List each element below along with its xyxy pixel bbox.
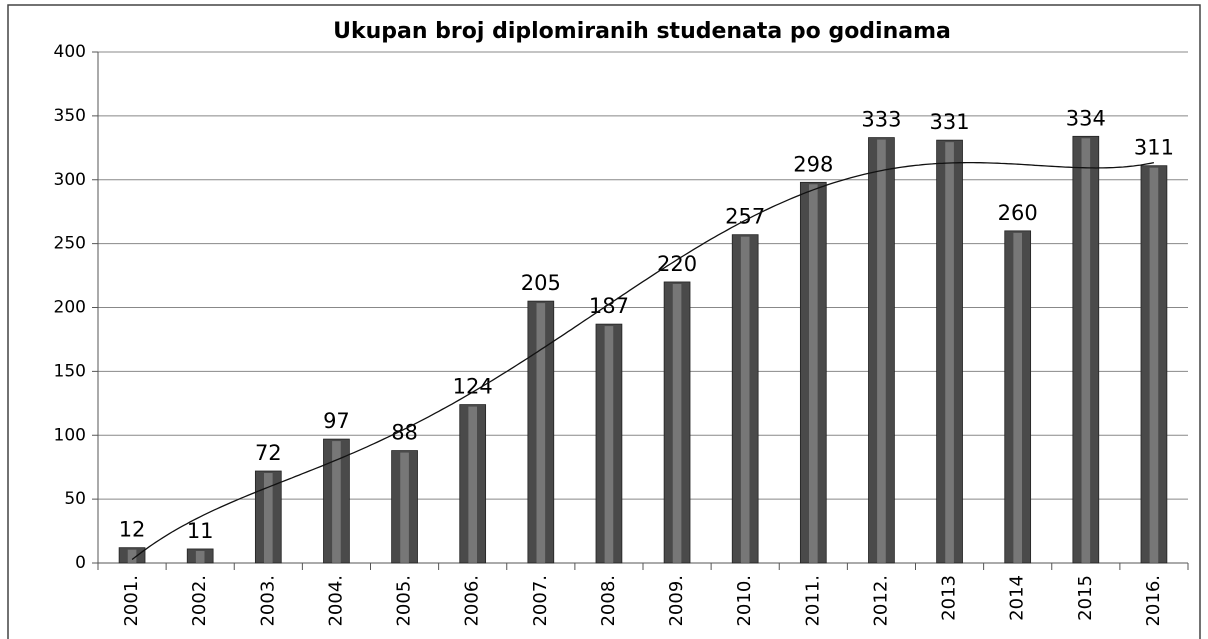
- bar-highlight: [400, 452, 409, 563]
- y-tick-label: 350: [54, 106, 86, 126]
- bar: [118, 547, 146, 564]
- data-label: 12: [119, 518, 146, 542]
- data-label: 334: [1066, 106, 1106, 130]
- x-tick-label: 2015: [1075, 575, 1096, 621]
- bar-highlight: [945, 142, 954, 563]
- bar: [595, 323, 623, 564]
- data-label: 311: [1134, 136, 1174, 160]
- data-label: 220: [657, 252, 697, 276]
- y-tick-label: 250: [54, 234, 86, 254]
- x-tick-label: 2011.: [802, 575, 823, 627]
- data-label: 187: [589, 294, 629, 318]
- y-tick-label: 0: [75, 553, 86, 573]
- data-label: 11: [187, 519, 214, 543]
- x-tick-label: 2001.: [121, 575, 142, 627]
- y-tick-label: 50: [64, 489, 86, 509]
- y-tick-label: 400: [54, 42, 86, 62]
- data-label: 333: [861, 108, 901, 132]
- bar-highlight: [468, 406, 478, 563]
- x-tick-label: 2010.: [734, 575, 755, 627]
- chart-title: Ukupan broj diplomiranih studenata po go…: [333, 19, 951, 44]
- x-tick-label: 2012.: [870, 575, 891, 627]
- data-label: 124: [453, 375, 493, 399]
- chart-frame: [7, 4, 1201, 639]
- bar: [731, 234, 759, 564]
- bar-highlight: [1013, 232, 1023, 563]
- x-tick-label: 2006.: [462, 575, 483, 627]
- bar: [186, 548, 214, 564]
- x-tick-label: 2008.: [598, 575, 619, 627]
- y-tick-label: 300: [54, 170, 86, 190]
- x-tick-label: 2002.: [189, 575, 210, 627]
- x-tick-label: 2014: [1007, 575, 1028, 621]
- bar: [527, 300, 555, 564]
- data-label: 72: [255, 441, 282, 465]
- bar: [459, 404, 487, 564]
- data-label: 260: [998, 201, 1038, 225]
- x-tick-label: 2016.: [1143, 575, 1164, 627]
- trendline: [131, 161, 1155, 561]
- bar: [936, 139, 963, 564]
- x-tick-label: 2009.: [666, 575, 687, 627]
- bar: [1004, 230, 1032, 564]
- data-label: 298: [793, 152, 833, 176]
- bar: [799, 181, 827, 564]
- data-label: 97: [323, 409, 350, 433]
- bar: [1140, 165, 1168, 564]
- bar-highlight: [536, 303, 546, 563]
- bar: [663, 281, 691, 564]
- bar: [254, 470, 282, 564]
- data-label: 205: [521, 271, 561, 295]
- x-tick-label: 2013: [939, 575, 960, 621]
- x-tick-label: 2005.: [394, 575, 415, 627]
- y-tick-label: 150: [54, 361, 86, 381]
- bar-highlight: [195, 550, 205, 563]
- bar-highlight: [740, 236, 750, 563]
- bar: [868, 137, 895, 564]
- data-label: 331: [930, 110, 970, 134]
- x-tick-label: 2004.: [325, 575, 346, 627]
- bar-highlight: [127, 549, 137, 563]
- bar: [1072, 135, 1100, 564]
- y-tick-label: 100: [54, 425, 86, 445]
- bar-highlight: [1149, 167, 1159, 563]
- bar-highlight: [672, 283, 682, 563]
- data-label: 257: [725, 205, 765, 229]
- x-tick-label: 2007.: [530, 575, 551, 627]
- bar-highlight: [877, 139, 886, 563]
- bar-highlight: [1081, 138, 1091, 563]
- bar-highlight: [332, 441, 341, 563]
- x-tick-label: 2003.: [257, 575, 278, 627]
- bar-highlight: [263, 473, 273, 563]
- y-tick-label: 200: [54, 298, 86, 318]
- bar-highlight: [604, 326, 614, 563]
- bar-highlight: [808, 184, 818, 563]
- bar: [391, 450, 418, 564]
